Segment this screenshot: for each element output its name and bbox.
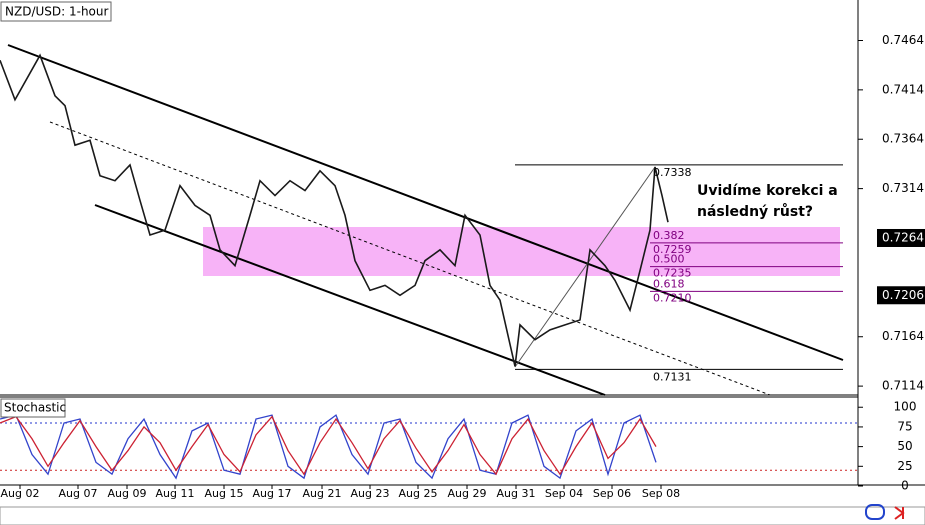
x-tick-label: Aug 15 bbox=[205, 487, 244, 500]
fib-ratio-label: 0.500 bbox=[653, 253, 685, 266]
fib-price-label: 0.7235 bbox=[653, 267, 692, 280]
x-tick-label: Sep 08 bbox=[642, 487, 680, 500]
fib-ratio-label: 0.382 bbox=[653, 229, 685, 242]
stoch-line bbox=[0, 414, 657, 480]
annotation: Uvidíme korekci a bbox=[697, 183, 838, 199]
y-tick-label: 0.7114 bbox=[882, 379, 924, 393]
y-tick-label: 0.7164 bbox=[882, 329, 924, 343]
chart-title: NZD/USD: 1-hour bbox=[5, 5, 108, 19]
stoch-line bbox=[0, 415, 657, 476]
price-marker-label: 0.7206 bbox=[882, 288, 924, 302]
y-tick-label: 0.7364 bbox=[882, 132, 924, 146]
y-tick-label: 0.7314 bbox=[882, 181, 924, 195]
fib-ratio-label: 0.618 bbox=[653, 277, 685, 290]
annotation: následný růst? bbox=[697, 203, 813, 220]
x-tick-label: Sep 04 bbox=[545, 487, 583, 500]
price-line bbox=[0, 53, 669, 367]
price-marker-box bbox=[877, 286, 925, 305]
y-tick-label: 0.7464 bbox=[882, 33, 924, 47]
title-box bbox=[0, 1, 112, 22]
fib-price-label: 0.7259 bbox=[653, 243, 692, 256]
x-tick-label: Aug 21 bbox=[303, 487, 342, 500]
stoch-y-tick-label: 25 bbox=[897, 459, 912, 473]
x-tick-label: Aug 25 bbox=[399, 487, 438, 500]
toolbar-icons[interactable] bbox=[865, 504, 905, 520]
x-tick-label: Aug 29 bbox=[448, 487, 487, 500]
stoch-y-tick-label: 75 bbox=[897, 419, 912, 433]
channel-middle bbox=[49, 121, 771, 396]
stochastic-title-box bbox=[0, 398, 66, 418]
x-tick-label: Aug 11 bbox=[156, 487, 195, 500]
fib-trend-line bbox=[514, 166, 656, 368]
price-marker-box bbox=[877, 228, 925, 247]
channel-lower bbox=[94, 204, 606, 396]
price-marker-label: 0.7264 bbox=[882, 230, 924, 244]
x-tick-label: Aug 09 bbox=[108, 487, 147, 500]
stoch-y-tick-label: 50 bbox=[897, 439, 912, 453]
fib-high-label: 0.7338 bbox=[653, 166, 692, 179]
stoch-y-tick-label: 100 bbox=[894, 400, 917, 414]
resistance-zone bbox=[203, 227, 840, 276]
link-icon[interactable] bbox=[865, 504, 885, 520]
y-tick-label: 0.7414 bbox=[882, 82, 924, 96]
stochastic-title: Stochastic bbox=[4, 401, 66, 415]
x-tick-label: Aug 31 bbox=[497, 487, 536, 500]
x-tick-label: Aug 23 bbox=[351, 487, 390, 500]
fib-price-label: 0.7210 bbox=[653, 291, 692, 304]
x-tick-label: Sep 06 bbox=[593, 487, 631, 500]
arrow-icon[interactable] bbox=[894, 506, 905, 520]
x-tick-label: Aug 17 bbox=[253, 487, 292, 500]
x-tick-label: Aug 07 bbox=[59, 487, 98, 500]
channel-upper bbox=[7, 44, 844, 361]
fib-low-label: 0.7131 bbox=[653, 370, 692, 383]
time-bar bbox=[0, 506, 925, 525]
x-tick-label: Aug 02 bbox=[1, 487, 40, 500]
